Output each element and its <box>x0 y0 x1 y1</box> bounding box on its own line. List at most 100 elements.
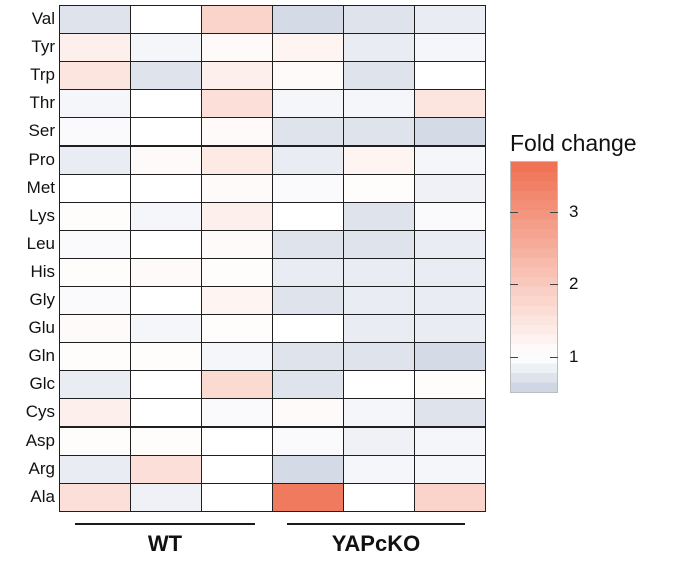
legend-tick-mark <box>550 357 558 358</box>
legend-tick-label: 3 <box>569 202 579 221</box>
heatmap-cell <box>272 370 344 400</box>
row-label: Met <box>26 177 55 197</box>
heatmap-cell <box>343 89 415 119</box>
heatmap-cell <box>59 342 131 372</box>
heatmap-cell <box>272 286 344 316</box>
heatmap-cell <box>272 426 344 456</box>
heatmap-cell <box>59 117 131 147</box>
group-label: WT <box>147 531 183 556</box>
heatmap-cell <box>414 61 486 91</box>
legend-tick-mark <box>550 212 558 213</box>
row-label: Cys <box>25 402 55 422</box>
heatmap-cell <box>130 454 202 484</box>
heatmap-cell <box>414 201 486 231</box>
heatmap-cell <box>272 342 344 372</box>
heatmap-cell <box>201 482 273 512</box>
row-label: Trp <box>30 65 55 85</box>
heatmap-cell <box>414 482 486 512</box>
heatmap-cell <box>130 257 202 287</box>
row-label: Val <box>31 9 55 29</box>
row-label: Glu <box>28 318 55 338</box>
heatmap-cell <box>414 454 486 484</box>
group-label: YAPcKO <box>331 531 421 556</box>
group-bracket <box>75 523 255 525</box>
row-label: His <box>30 261 55 281</box>
heatmap-cell <box>414 398 486 428</box>
row-label: Asp <box>25 430 55 450</box>
heatmap-cell <box>130 117 202 147</box>
heatmap-cell <box>414 286 486 316</box>
heatmap-cell <box>414 117 486 147</box>
heatmap-cell <box>59 229 131 259</box>
heatmap-cell <box>272 201 344 231</box>
legend-colorbar <box>510 161 558 393</box>
heatmap-cell <box>130 314 202 344</box>
heatmap-cell <box>59 314 131 344</box>
heatmap-cell <box>201 173 273 203</box>
heatmap-cell <box>343 33 415 63</box>
row-label: Ser <box>28 121 55 141</box>
heatmap-cell <box>272 173 344 203</box>
heatmap-cell <box>130 173 202 203</box>
heatmap-cell <box>130 286 202 316</box>
row-label: Pro <box>28 149 55 169</box>
heatmap-cell <box>343 145 415 175</box>
heatmap-cell <box>201 286 273 316</box>
heatmap-cell <box>59 482 131 512</box>
heatmap-cell <box>130 201 202 231</box>
heatmap-cell <box>414 173 486 203</box>
heatmap-cell <box>272 257 344 287</box>
heatmap-cell <box>343 482 415 512</box>
heatmap-cell <box>201 201 273 231</box>
heatmap-cell <box>343 257 415 287</box>
heatmap-cell <box>130 342 202 372</box>
heatmap-cell <box>414 314 486 344</box>
heatmap-cell <box>343 454 415 484</box>
heatmap-cell <box>201 89 273 119</box>
heatmap-cell <box>272 33 344 63</box>
heatmap-cell <box>414 370 486 400</box>
heatmap-cell <box>130 229 202 259</box>
row-label: Lys <box>29 205 55 225</box>
heatmap-cell <box>414 145 486 175</box>
heatmap-cell <box>343 398 415 428</box>
legend-tick-label: 1 <box>569 347 579 366</box>
heatmap-cell <box>130 145 202 175</box>
heatmap-cell <box>272 61 344 91</box>
legend-tick-label: 2 <box>569 274 579 293</box>
heatmap-cell <box>343 370 415 400</box>
heatmap-cell <box>414 257 486 287</box>
heatmap-cell <box>343 426 415 456</box>
heatmap-cell <box>130 61 202 91</box>
heatmap-cell <box>130 5 202 35</box>
row-label: Arg <box>28 458 55 478</box>
heatmap-cell <box>59 454 131 484</box>
heatmap-cell <box>201 145 273 175</box>
heatmap-cell <box>201 229 273 259</box>
heatmap-cell <box>130 33 202 63</box>
heatmap-cell <box>59 173 131 203</box>
heatmap-cell <box>201 370 273 400</box>
heatmap-cell <box>59 145 131 175</box>
heatmap-cell <box>343 201 415 231</box>
heatmap-cell <box>414 5 486 35</box>
row-label: Gly <box>29 290 56 310</box>
heatmap-cell <box>343 229 415 259</box>
heatmap-cell <box>414 33 486 63</box>
heatmap-cell <box>201 342 273 372</box>
row-label: Gln <box>28 346 55 366</box>
heatmap-cell <box>201 33 273 63</box>
heatmap-cell <box>343 5 415 35</box>
heatmap-cell <box>272 482 344 512</box>
heatmap-cell <box>414 426 486 456</box>
heatmap-cell <box>272 5 344 35</box>
legend-tick-mark <box>510 357 518 358</box>
heatmap-cell <box>59 201 131 231</box>
row-label: Thr <box>29 93 56 113</box>
heatmap-cell <box>272 454 344 484</box>
row-label: Glc <box>29 374 56 394</box>
heatmap-cell <box>343 61 415 91</box>
heatmap-cell <box>414 229 486 259</box>
heatmap-cell <box>130 426 202 456</box>
